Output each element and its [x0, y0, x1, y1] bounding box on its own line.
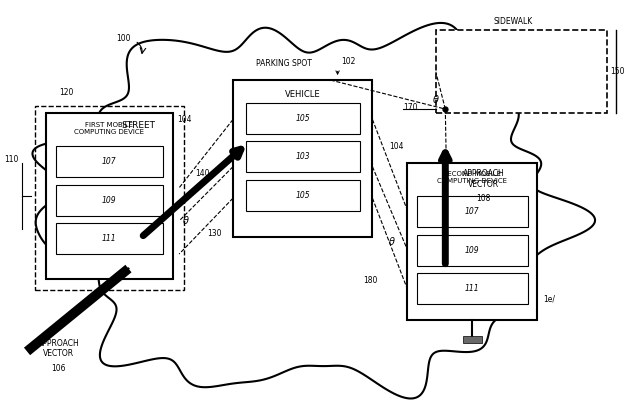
Bar [56, 224, 163, 254]
Bar [246, 141, 360, 173]
Text: 103: 103 [296, 153, 310, 161]
Text: APPROACH
VECTOR: APPROACH VECTOR [38, 339, 79, 358]
Polygon shape [33, 23, 595, 399]
Text: 109: 109 [465, 246, 479, 255]
Text: 111: 111 [465, 284, 479, 293]
Bar [246, 103, 360, 134]
Text: θ: θ [388, 236, 395, 246]
Text: 104: 104 [177, 115, 192, 124]
Bar [436, 30, 607, 113]
Bar [407, 163, 537, 320]
Bar [463, 336, 482, 343]
Text: 104: 104 [390, 141, 404, 151]
Text: SIDEWALK: SIDEWALK [493, 17, 532, 26]
Text: SECOND MOBILE
COMPUTING DEVICE: SECOND MOBILE COMPUTING DEVICE [437, 171, 508, 184]
Text: APPROACH
VECTOR: APPROACH VECTOR [463, 169, 504, 188]
Text: 170: 170 [403, 103, 417, 111]
Bar [417, 196, 528, 227]
Text: 108: 108 [476, 194, 490, 203]
Text: θ: θ [182, 216, 188, 226]
Bar [56, 185, 163, 216]
Text: 110: 110 [4, 155, 19, 164]
Bar [233, 80, 372, 238]
Text: STREET: STREET [121, 121, 155, 130]
Text: 106: 106 [51, 364, 66, 373]
Text: 111: 111 [102, 234, 116, 244]
Bar [56, 146, 163, 177]
Bar [35, 106, 184, 290]
Bar [417, 273, 528, 304]
Text: 105: 105 [296, 191, 310, 200]
Text: 180: 180 [363, 276, 378, 286]
Text: 107: 107 [465, 207, 479, 216]
Text: FIRST MOBILE
COMPUTING DEVICE: FIRST MOBILE COMPUTING DEVICE [74, 121, 145, 135]
Text: 102: 102 [340, 57, 355, 65]
Text: 100: 100 [116, 34, 131, 43]
Text: 130: 130 [207, 229, 222, 238]
Text: 107: 107 [102, 157, 116, 166]
Text: PARKING SPOT: PARKING SPOT [256, 59, 312, 68]
Text: 120: 120 [59, 88, 73, 97]
Bar [246, 180, 360, 211]
Text: VEHICLE: VEHICLE [285, 90, 321, 99]
Text: 109: 109 [102, 196, 116, 205]
Text: 1e/: 1e/ [543, 295, 556, 304]
Text: 140: 140 [195, 169, 209, 178]
Text: 150: 150 [610, 67, 625, 76]
Bar [46, 113, 173, 279]
Text: 105: 105 [296, 114, 310, 123]
Bar [417, 235, 528, 266]
Text: θ: θ [433, 95, 439, 105]
